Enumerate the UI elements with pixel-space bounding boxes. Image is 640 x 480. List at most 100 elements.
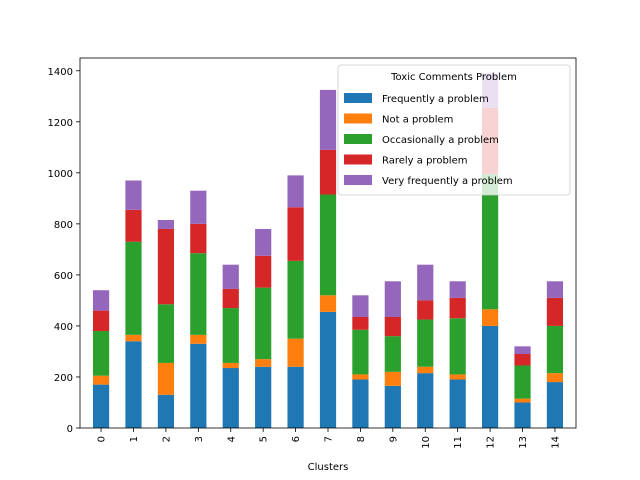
bar-cluster-7-series-1 xyxy=(319,295,337,312)
x-tick-label: 6 xyxy=(291,436,302,442)
bar-cluster-6-series-2 xyxy=(287,260,304,339)
legend-swatch-2 xyxy=(344,134,372,144)
bar-cluster-3-series-3 xyxy=(190,223,207,254)
bar-cluster-4-series-1 xyxy=(222,362,239,369)
bar-cluster-1-series-1 xyxy=(125,334,142,342)
x-tick-label: 12 xyxy=(486,436,497,449)
bar-cluster-12-series-2 xyxy=(481,174,499,310)
legend-label-4: Very frequently a problem xyxy=(382,176,513,187)
bar-cluster-10-series-0 xyxy=(417,373,434,428)
x-tick-label: 3 xyxy=(194,436,205,442)
bar-cluster-7-series-0 xyxy=(319,311,337,428)
bar-cluster-1-series-0 xyxy=(125,341,142,428)
legend-swatch-0 xyxy=(344,93,372,103)
bar-cluster-2-series-2 xyxy=(157,304,175,363)
x-tick-label: 1 xyxy=(129,436,140,442)
bar-cluster-6-series-4 xyxy=(287,175,304,208)
bar-cluster-12-series-0 xyxy=(481,325,499,428)
bar-cluster-1-series-3 xyxy=(125,209,142,242)
bar-cluster-10-series-2 xyxy=(417,319,434,367)
bar-cluster-2-series-4 xyxy=(157,220,175,229)
legend-label-3: Rarely a problem xyxy=(382,156,467,167)
bar-cluster-0-series-0 xyxy=(92,384,110,428)
bar-cluster-9-series-4 xyxy=(384,281,401,317)
bar-cluster-14-series-1 xyxy=(546,373,564,383)
bar-cluster-11-series-0 xyxy=(449,379,466,428)
y-tick-label: 1200 xyxy=(48,118,73,129)
bar-cluster-13-series-1 xyxy=(514,398,531,403)
bar-cluster-13-series-3 xyxy=(514,354,531,366)
bar-cluster-4-series-4 xyxy=(222,264,239,289)
bar-cluster-9-series-1 xyxy=(384,371,401,386)
legend-title: Toxic Comments Problem xyxy=(390,72,517,83)
legend-swatch-4 xyxy=(344,175,372,185)
legend-label-1: Not a problem xyxy=(382,115,453,126)
x-tick-label: 8 xyxy=(356,436,367,442)
bar-cluster-0-series-2 xyxy=(92,331,110,376)
bar-cluster-14-series-0 xyxy=(546,382,564,428)
bar-cluster-5-series-4 xyxy=(255,228,272,256)
bar-cluster-0-series-4 xyxy=(92,290,110,311)
bar-cluster-10-series-1 xyxy=(417,366,434,374)
legend-label-2: Occasionally a problem xyxy=(382,135,499,146)
bar-cluster-10-series-4 xyxy=(417,264,434,301)
x-tick-label: 4 xyxy=(226,436,237,442)
plot-frame xyxy=(79,57,577,429)
bar-cluster-6-series-3 xyxy=(287,207,304,261)
x-axis-label: Clusters xyxy=(308,462,349,473)
bar-cluster-9-series-3 xyxy=(384,317,401,337)
x-tick-label: 2 xyxy=(161,436,172,442)
bar-cluster-0-series-3 xyxy=(92,310,110,332)
bar-cluster-1-series-2 xyxy=(125,241,142,335)
bar-cluster-13-series-2 xyxy=(514,365,531,399)
bar-cluster-5-series-1 xyxy=(255,359,272,367)
bar-cluster-2-series-1 xyxy=(157,362,175,395)
legend: Toxic Comments Problem Frequently a probl… xyxy=(337,64,571,196)
bar-cluster-11-series-2 xyxy=(449,318,466,375)
bar-cluster-8-series-2 xyxy=(352,329,369,375)
y-tick-label: 0 xyxy=(67,424,73,435)
bar-cluster-2-series-3 xyxy=(157,228,175,305)
x-tick-label: 9 xyxy=(388,436,399,442)
x-tick-label: 14 xyxy=(550,436,561,449)
x-tick-label: 10 xyxy=(421,436,432,449)
bar-cluster-3-series-2 xyxy=(190,253,207,335)
x-axis: 0 1 2 3 4 5 6 7 8 9 10 11 12 13 14 xyxy=(97,428,561,449)
bar-cluster-6-series-1 xyxy=(287,338,304,367)
y-axis: 0 200 400 600 800 1000 1200 1400 xyxy=(48,67,80,435)
bar-cluster-3-series-4 xyxy=(190,190,207,224)
x-tick-label: 7 xyxy=(324,436,335,442)
y-tick-label: 400 xyxy=(54,322,73,333)
bar-cluster-9-series-0 xyxy=(384,385,401,428)
legend-swatch-3 xyxy=(344,154,372,165)
y-tick-label: 1400 xyxy=(48,67,73,78)
bar-cluster-7-series-3 xyxy=(319,149,337,195)
legend-swatch-1 xyxy=(344,113,372,124)
bar-cluster-6-series-0 xyxy=(287,366,304,428)
bar-cluster-4-series-3 xyxy=(222,288,239,309)
bar-cluster-7-series-2 xyxy=(319,194,337,296)
bar-cluster-8-series-4 xyxy=(352,295,369,317)
bar-cluster-5-series-3 xyxy=(255,255,272,288)
x-tick-label: 11 xyxy=(453,436,464,449)
x-tick-label: 0 xyxy=(97,436,108,442)
bar-cluster-8-series-0 xyxy=(352,379,369,428)
bar-cluster-4-series-0 xyxy=(222,368,239,428)
bar-cluster-5-series-0 xyxy=(255,366,272,428)
bar-cluster-13-series-0 xyxy=(514,402,531,428)
legend-label-0: Frequently a problem xyxy=(382,94,489,105)
bar-cluster-3-series-1 xyxy=(190,334,207,344)
bar-cluster-14-series-2 xyxy=(546,325,564,374)
x-tick-label: 5 xyxy=(259,436,270,442)
bar-cluster-7-series-4 xyxy=(319,89,337,150)
y-tick-label: 1000 xyxy=(48,169,73,180)
bar-cluster-0-series-1 xyxy=(92,375,110,385)
bars-layer xyxy=(92,73,564,428)
bar-cluster-5-series-2 xyxy=(255,287,272,360)
bar-cluster-11-series-1 xyxy=(449,374,466,380)
bar-cluster-14-series-3 xyxy=(546,297,564,326)
bar-cluster-12-series-1 xyxy=(481,309,499,326)
bar-cluster-8-series-1 xyxy=(352,374,369,380)
bar-cluster-8-series-3 xyxy=(352,317,369,330)
